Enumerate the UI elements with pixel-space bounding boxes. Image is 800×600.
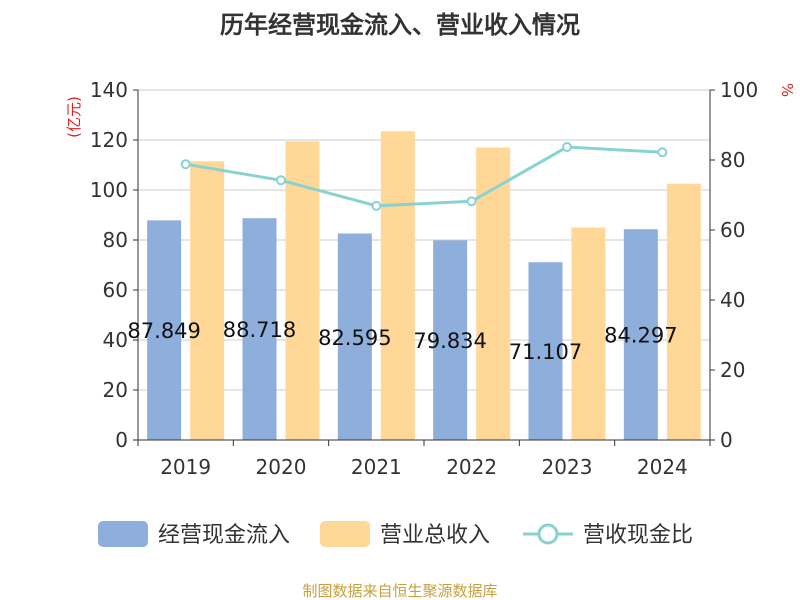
bar-cash-inflow xyxy=(623,229,658,440)
chart-title: 历年经营现金流入、营业收入情况 xyxy=(220,11,580,39)
bar-data-label: 88.718 xyxy=(223,318,296,342)
bar-data-label: 79.834 xyxy=(413,329,486,353)
bar-data-label: 87.849 xyxy=(127,319,200,343)
cash-ratio-point xyxy=(371,200,382,211)
x-axis-tick-label: 2022 xyxy=(446,455,497,479)
right-axis-tick-label: 20 xyxy=(720,358,745,382)
cash-ratio-line xyxy=(185,145,663,208)
legend-label: 经营现金流入 xyxy=(158,523,290,548)
right-axis-tick-label: 60 xyxy=(720,218,745,242)
right-axis-tick-label: 40 xyxy=(720,288,745,312)
legend-label: 营收现金比 xyxy=(583,523,693,548)
legend-marker xyxy=(537,523,559,545)
right-axis-unit-label: % xyxy=(778,83,796,97)
left-axis-tick-label: 100 xyxy=(90,178,128,202)
right-axis-tick-label: 100 xyxy=(720,78,758,102)
right-axis-tick-label: 0 xyxy=(720,428,733,452)
cash-ratio-point xyxy=(562,142,572,153)
x-axis-tick-label: 2023 xyxy=(542,455,593,479)
bar-revenue xyxy=(571,227,606,440)
x-axis-tick-label: 2021 xyxy=(351,455,402,479)
cash-ratio-point xyxy=(466,196,477,207)
left-axis-tick-label: 120 xyxy=(90,128,128,152)
cash-ratio-point xyxy=(276,175,286,186)
left-axis-tick-label: 60 xyxy=(103,278,128,302)
bar-data-label: 82.595 xyxy=(318,326,391,350)
left-axis-tick-label: 40 xyxy=(103,328,128,352)
left-axis-tick-label: 0 xyxy=(115,428,128,452)
bar-cash-inflow xyxy=(337,233,372,440)
cash-ratio-point xyxy=(657,147,668,158)
bar-data-label: 84.297 xyxy=(604,324,677,348)
bar-revenue xyxy=(190,161,225,440)
x-axis-tick-label: 2019 xyxy=(160,455,211,479)
left-axis-tick-label: 20 xyxy=(103,378,128,402)
bar-revenue xyxy=(380,131,415,440)
right-axis-tick-label: 80 xyxy=(720,148,745,172)
cash-ratio-point xyxy=(180,159,191,170)
x-axis-tick-label: 2020 xyxy=(256,455,307,479)
bar-cash-inflow xyxy=(147,220,182,440)
bar-cash-inflow xyxy=(242,218,277,440)
left-axis-tick-label: 140 xyxy=(90,78,128,102)
legend-label: 营业总收入 xyxy=(380,523,490,548)
bar-cash-inflow xyxy=(528,262,563,440)
bar-data-label: 71.107 xyxy=(509,340,582,364)
bar-revenue xyxy=(476,147,511,440)
legend: 经营现金流入 营业总收入 营收现金比 xyxy=(98,521,693,548)
left-axis-unit-label: (亿元) xyxy=(65,96,83,138)
bars-layer xyxy=(147,131,701,440)
axes-layer xyxy=(133,89,715,446)
labels-layer: 0 20 40 60 80 100 120 140 0 20 40 60 80 100 2019 2020 20… xyxy=(90,78,758,479)
source-note: 制图数据来自恒生聚源数据库 xyxy=(302,582,497,600)
bar-revenue xyxy=(285,141,320,440)
left-axis-tick-label: 80 xyxy=(103,228,128,252)
legend-swatch xyxy=(320,521,370,547)
bar-cash-inflow xyxy=(433,240,468,440)
line-layer xyxy=(180,142,668,211)
bar-revenue xyxy=(666,183,701,440)
grid-layer xyxy=(138,89,710,391)
x-axis-tick-label: 2024 xyxy=(637,455,688,479)
legend-swatch xyxy=(98,521,148,547)
